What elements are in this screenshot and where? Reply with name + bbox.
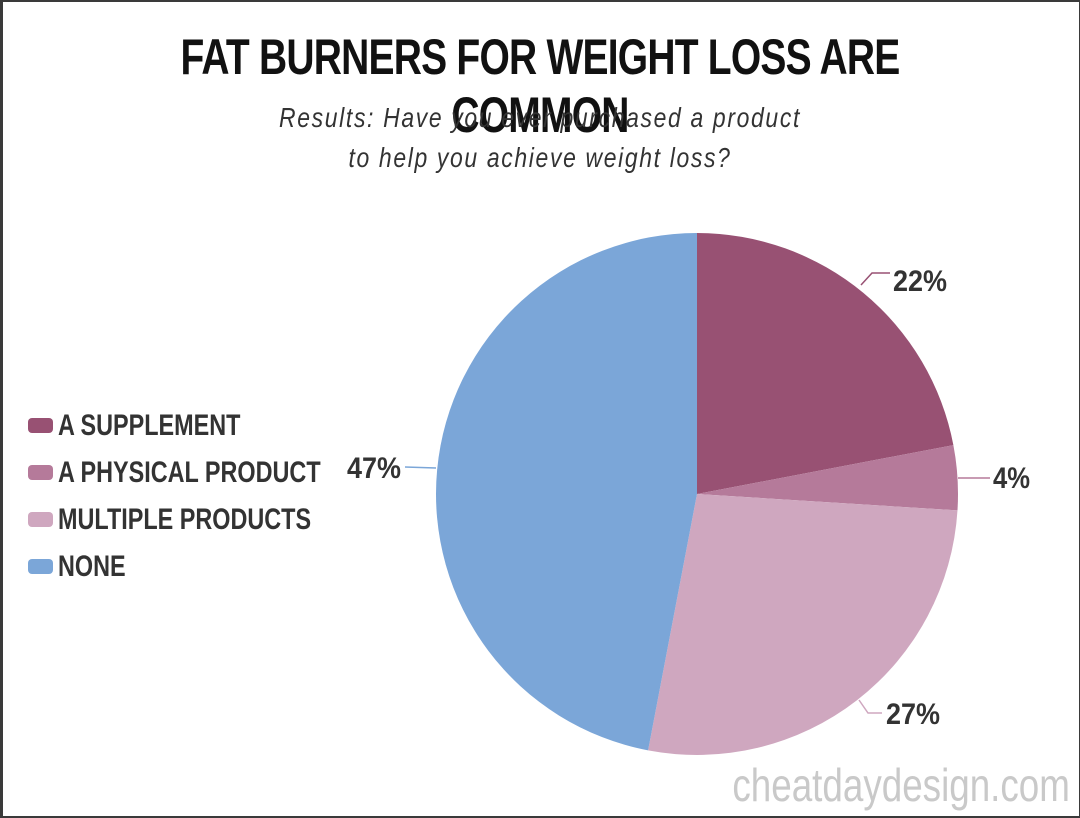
label-none: 47% (347, 452, 401, 485)
label-supplement: 22% (893, 265, 947, 298)
legend-label: A SUPPLEMENT (58, 408, 241, 442)
leader-line-supplement (860, 272, 890, 286)
slice-physical-product (697, 445, 958, 511)
chart-subtitle: Results: Have you ever purchased a produ… (97, 98, 983, 178)
legend-swatch (28, 465, 53, 480)
slice-supplement (697, 233, 954, 494)
legend-item-supplement: A SUPPLEMENT (28, 402, 395, 449)
slice-multiple-products (648, 494, 958, 755)
watermark: cheatdaydesign.com (732, 759, 1070, 811)
leader-line-none (404, 466, 437, 469)
subtitle-line-2: to help you achieve weight loss? (348, 142, 732, 173)
legend-label: A PHYSICAL PRODUCT (58, 455, 321, 489)
legend-item-multiple-products: MULTIPLE PRODUCTS (28, 496, 395, 543)
legend-label: NONE (58, 549, 126, 583)
chart-title: FAT BURNERS FOR WEIGHT LOSS ARE COMMON (180, 29, 900, 143)
legend-swatch (28, 418, 53, 433)
leader-line-multiple (858, 699, 882, 714)
subtitle-line-1: Results: Have you ever purchased a produ… (279, 102, 801, 133)
pie-slices (436, 233, 958, 755)
legend-item-physical-product: A PHYSICAL PRODUCT (28, 449, 395, 496)
legend-label: MULTIPLE PRODUCTS (58, 502, 312, 536)
label-physical-product: 4% (993, 462, 1030, 495)
slice-none (436, 233, 697, 751)
legend-item-none: NONE (28, 543, 395, 590)
legend-swatch (28, 512, 53, 527)
legend: A SUPPLEMENT A PHYSICAL PRODUCT MULTIPLE… (28, 402, 395, 590)
legend-swatch (28, 559, 53, 574)
label-multiple-products: 27% (886, 698, 940, 731)
